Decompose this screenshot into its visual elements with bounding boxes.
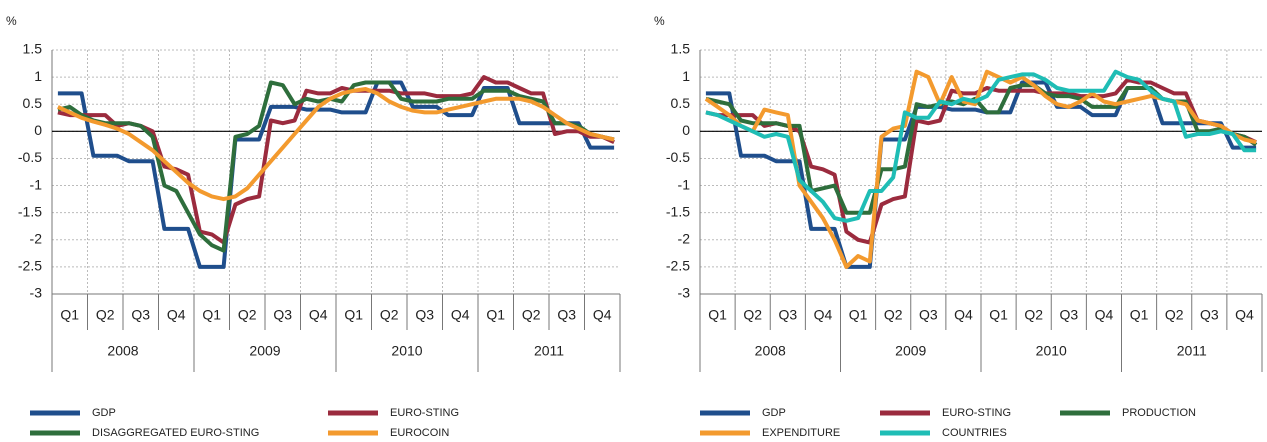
x-tick-label: Q3 <box>1059 307 1078 323</box>
y-tick-label: 1.5 <box>671 41 691 57</box>
year-label: 2008 <box>755 343 786 359</box>
x-tick-label: Q3 <box>1200 307 1219 323</box>
y-tick-label: 0.5 <box>671 95 691 111</box>
year-label: 2008 <box>107 343 138 359</box>
x-tick-label: Q4 <box>593 307 612 323</box>
year-label: 2009 <box>895 343 926 359</box>
y-tick-label: 1.5 <box>23 41 43 57</box>
x-tick-label: Q1 <box>1130 307 1149 323</box>
y-tick-label: -1 <box>678 176 691 192</box>
x-tick-label: Q1 <box>486 307 505 323</box>
x-tick-label: Q2 <box>743 307 762 323</box>
y-tick-label: -2.5 <box>666 258 690 274</box>
x-tick-label: Q4 <box>1235 307 1254 323</box>
year-label: 2011 <box>534 343 564 359</box>
legend-label: COUNTRIES <box>942 427 1007 439</box>
x-tick-label: Q2 <box>1165 307 1184 323</box>
series-line <box>705 69 1257 223</box>
series-line <box>57 80 615 269</box>
year-label: 2010 <box>1036 343 1067 359</box>
y-tick-label: -0.5 <box>666 149 690 165</box>
y-tick-label: -3 <box>678 285 691 301</box>
x-tick-label: Q3 <box>778 307 797 323</box>
x-tick-label: Q1 <box>344 307 363 323</box>
y-tick-label: -1.5 <box>18 203 42 219</box>
x-tick-label: Q4 <box>954 307 973 323</box>
y-tick-label: -1.5 <box>666 203 690 219</box>
x-tick-label: Q2 <box>96 307 115 323</box>
legend-label: DISAGGREGATED EURO-STING <box>92 427 259 439</box>
x-tick-label: Q4 <box>451 307 470 323</box>
legend-label: EUROCOIN <box>390 427 449 439</box>
x-tick-label: Q2 <box>380 307 399 323</box>
y-tick-label: -2.5 <box>18 258 42 274</box>
x-tick-label: Q4 <box>167 307 186 323</box>
x-tick-label: Q2 <box>238 307 257 323</box>
x-tick-label: Q3 <box>415 307 434 323</box>
x-tick-label: Q1 <box>989 307 1008 323</box>
y-tick-label: 1 <box>682 68 690 84</box>
year-label: 2010 <box>391 343 422 359</box>
y-tick-label: 0.5 <box>23 95 43 111</box>
series-line <box>57 87 615 202</box>
y-tick-label: -3 <box>30 285 43 301</box>
x-tick-label: Q1 <box>708 307 727 323</box>
series-line <box>57 80 615 253</box>
x-tick-label: Q4 <box>309 307 328 323</box>
year-label: 2011 <box>1177 343 1207 359</box>
x-tick-label: Q1 <box>849 307 868 323</box>
x-tick-label: Q4 <box>814 307 833 323</box>
y-tick-label: -2 <box>30 230 43 246</box>
y-tick-label: 0 <box>682 122 690 138</box>
x-tick-label: Q2 <box>884 307 903 323</box>
series-line <box>57 75 615 245</box>
x-tick-label: Q4 <box>1095 307 1114 323</box>
y-tick-label: -1 <box>30 176 43 192</box>
x-tick-label: Q2 <box>522 307 541 323</box>
x-tick-label: Q3 <box>131 307 150 323</box>
y-tick-label: -0.5 <box>18 149 42 165</box>
y-tick-label: 0 <box>34 122 42 138</box>
y-tick-label: -2 <box>678 230 691 246</box>
x-tick-label: Q2 <box>1024 307 1043 323</box>
year-label: 2009 <box>249 343 280 359</box>
legend-label: EURO-STING <box>390 407 459 419</box>
x-tick-label: Q3 <box>273 307 292 323</box>
y-unit: % <box>6 14 17 28</box>
legend-label: GDP <box>92 407 116 419</box>
legend-label: EURO-STING <box>942 407 1011 419</box>
y-unit: % <box>654 14 665 28</box>
x-tick-label: Q1 <box>60 307 79 323</box>
legend-label: GDP <box>762 407 786 419</box>
legend-label: PRODUCTION <box>1122 407 1196 419</box>
legend-label: EXPENDITURE <box>762 427 840 439</box>
series-line <box>705 80 1257 269</box>
y-tick-label: 1 <box>34 68 42 84</box>
x-tick-label: Q1 <box>202 307 221 323</box>
x-tick-label: Q3 <box>557 307 576 323</box>
x-tick-label: Q3 <box>919 307 938 323</box>
